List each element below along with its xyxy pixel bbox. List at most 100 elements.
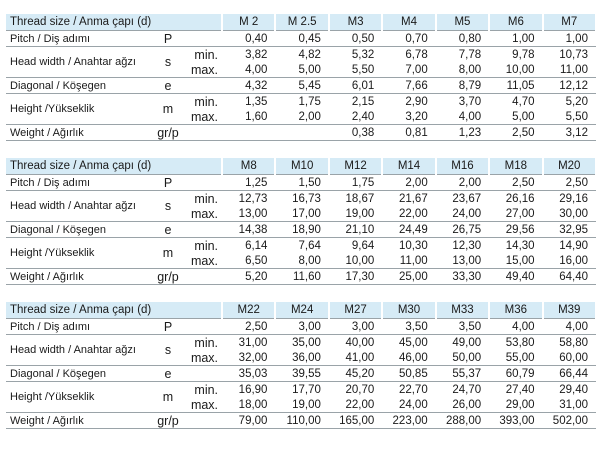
value-cell: 21,10 xyxy=(328,221,383,238)
value-cell: 24,00 xyxy=(435,206,490,222)
size-header: M22 xyxy=(222,302,277,319)
row-symbol: s xyxy=(150,46,186,78)
value-cell: 393,00 xyxy=(489,412,543,429)
row-label: Weight / Ağırlık xyxy=(6,124,150,141)
value-cell: 29,00 xyxy=(489,397,543,413)
size-header: M14 xyxy=(382,158,437,175)
row-symbol: gr/p xyxy=(150,412,186,429)
row-label: Diagonal / Köşegen xyxy=(6,221,150,238)
value-cell: 27,00 xyxy=(489,206,543,222)
value-cell: 32,00 xyxy=(222,350,276,366)
row-sub-label xyxy=(186,124,223,141)
value-cell: 24,00 xyxy=(382,397,436,413)
value-cell: 33,30 xyxy=(435,268,490,285)
value-cell: 0,81 xyxy=(382,124,436,141)
value-cell: 25,00 xyxy=(382,268,436,285)
value-cell: 26,16 xyxy=(505,192,535,205)
data-row: Diagonal / Köşegen e 4,32 5,45 6,01 7,66 8,79 1… xyxy=(6,77,596,94)
value-cell: 17,30 xyxy=(328,268,383,285)
value-cell: 1,23 xyxy=(435,124,490,141)
row-sub-label: max. xyxy=(186,62,223,78)
row-sub-label: max. xyxy=(186,253,223,269)
value-cell: 22,00 xyxy=(328,397,383,413)
header-row: Thread size / Anma çapı (d) M8 M10 M12 M14 M1… xyxy=(6,158,597,175)
value-cell: 7,64 xyxy=(298,239,321,252)
value-cell: 1,35 xyxy=(245,95,268,108)
value-cell: 49,40 xyxy=(489,268,543,285)
row-sub-label: max. xyxy=(186,206,223,222)
value-cell: 1,00 xyxy=(542,30,596,47)
value-cell: 12,30 xyxy=(452,239,482,252)
value-cell: 11,00 xyxy=(542,62,596,78)
value-cell: 79,00 xyxy=(222,412,276,429)
value-cell: 2,50 xyxy=(489,124,543,141)
value-cell: 14,38 xyxy=(222,221,276,238)
row-symbol: s xyxy=(150,334,186,366)
value-cell: 31,00 xyxy=(238,336,268,349)
row-symbol: gr/p xyxy=(150,124,186,141)
value-cell: 0,38 xyxy=(328,124,383,141)
value-cell: 5,00 xyxy=(275,62,329,78)
header-row: Thread size / Anma çapı (d) M22 M24 M27 M30 M… xyxy=(6,302,597,319)
row-sub-label: min. xyxy=(194,94,219,109)
data-row: Diagonal / Köşegen e 35,03 39,55 45,20 50,85 5… xyxy=(6,365,596,382)
size-header: M24 xyxy=(275,302,330,319)
row-sub-label: max. xyxy=(186,350,223,366)
row-sub-label: max. xyxy=(186,397,223,413)
row-label: Weight / Ağırlık xyxy=(6,268,150,285)
value-cell: 18,90 xyxy=(275,221,329,238)
value-cell: 4,32 xyxy=(222,77,276,94)
row-label: Pitch / Diş adımı xyxy=(6,318,150,335)
size-header: M33 xyxy=(435,302,491,319)
size-header: M7 xyxy=(542,14,597,31)
value-cell: 4,82 xyxy=(298,48,321,61)
row-label: Head width / Anahtar ağzı xyxy=(6,334,150,366)
value-cell: 502,00 xyxy=(542,412,596,429)
value-cell: 8,00 xyxy=(435,62,490,78)
value-cell: 288,00 xyxy=(435,412,490,429)
size-header: M 2 xyxy=(222,14,277,31)
value-cell: 18,00 xyxy=(222,397,276,413)
value-cell: 2,00 xyxy=(275,109,329,125)
value-cell: 16,00 xyxy=(542,253,596,269)
value-cell: 1,75 xyxy=(298,95,321,108)
value-cell: 60,79 xyxy=(489,365,543,382)
row-sub-label: min. xyxy=(194,238,219,253)
value-cell: 6,14 xyxy=(245,239,268,252)
value-cell: 5,00 xyxy=(489,109,543,125)
value-cell: 55,37 xyxy=(435,365,490,382)
value-cell: 3,50 xyxy=(382,318,436,335)
data-row: Weight / Ağırlık gr/p 79,00 110,00 165,00 223… xyxy=(6,412,596,429)
row-symbol: gr/p xyxy=(150,268,186,285)
row-symbol: e xyxy=(150,221,186,238)
value-cell: 2,50 xyxy=(489,174,543,191)
data-row: Height /Yükseklik m min. 6,14 7,64 9,64 10,30 1… xyxy=(6,237,596,269)
row-symbol: m xyxy=(150,381,186,413)
value-cell: 19,00 xyxy=(328,206,383,222)
data-row: Pitch / Diş adımı P 0,40 0,45 0,50 0,70 0,80 1,… xyxy=(6,30,596,47)
value-cell: 1,50 xyxy=(275,174,329,191)
size-header: M 2.5 xyxy=(275,14,330,31)
value-cell: 9,64 xyxy=(351,239,375,252)
row-symbol: P xyxy=(150,174,186,191)
data-row: max. 32,00 36,00 41,00 46,00 50,00 55,00 60,00 xyxy=(6,350,596,366)
value-cell: 12,73 xyxy=(238,192,268,205)
value-cell: 3,50 xyxy=(435,318,490,335)
value-cell: 12,12 xyxy=(542,77,596,94)
row-label: Diagonal / Köşegen xyxy=(6,77,150,94)
value-cell: 49,00 xyxy=(452,336,482,349)
value-cell: 0,50 xyxy=(328,30,383,47)
value-cell: 2,50 xyxy=(222,318,276,335)
data-row: Weight / Ağırlık gr/p 0,38 0,81 1,23 2,50 3,12 xyxy=(6,124,596,141)
spec-table: Thread size / Anma çapı (d) M22 M24 M27 M30 M… xyxy=(6,302,597,429)
data-row: Weight / Ağırlık gr/p 5,20 11,60 17,30 25,00 3… xyxy=(6,268,596,285)
value-cell: 10,73 xyxy=(559,48,588,61)
value-cell: 39,55 xyxy=(275,365,329,382)
data-row: Height /Yükseklik m min. 1,35 1,75 2,15 2,90 3,… xyxy=(6,93,596,125)
row-sub-label: min. xyxy=(194,191,219,206)
value-cell: 110,00 xyxy=(275,412,329,429)
value-cell: 2,90 xyxy=(405,95,428,108)
value-cell: 223,00 xyxy=(382,412,436,429)
value-cell: 13,00 xyxy=(435,253,490,269)
